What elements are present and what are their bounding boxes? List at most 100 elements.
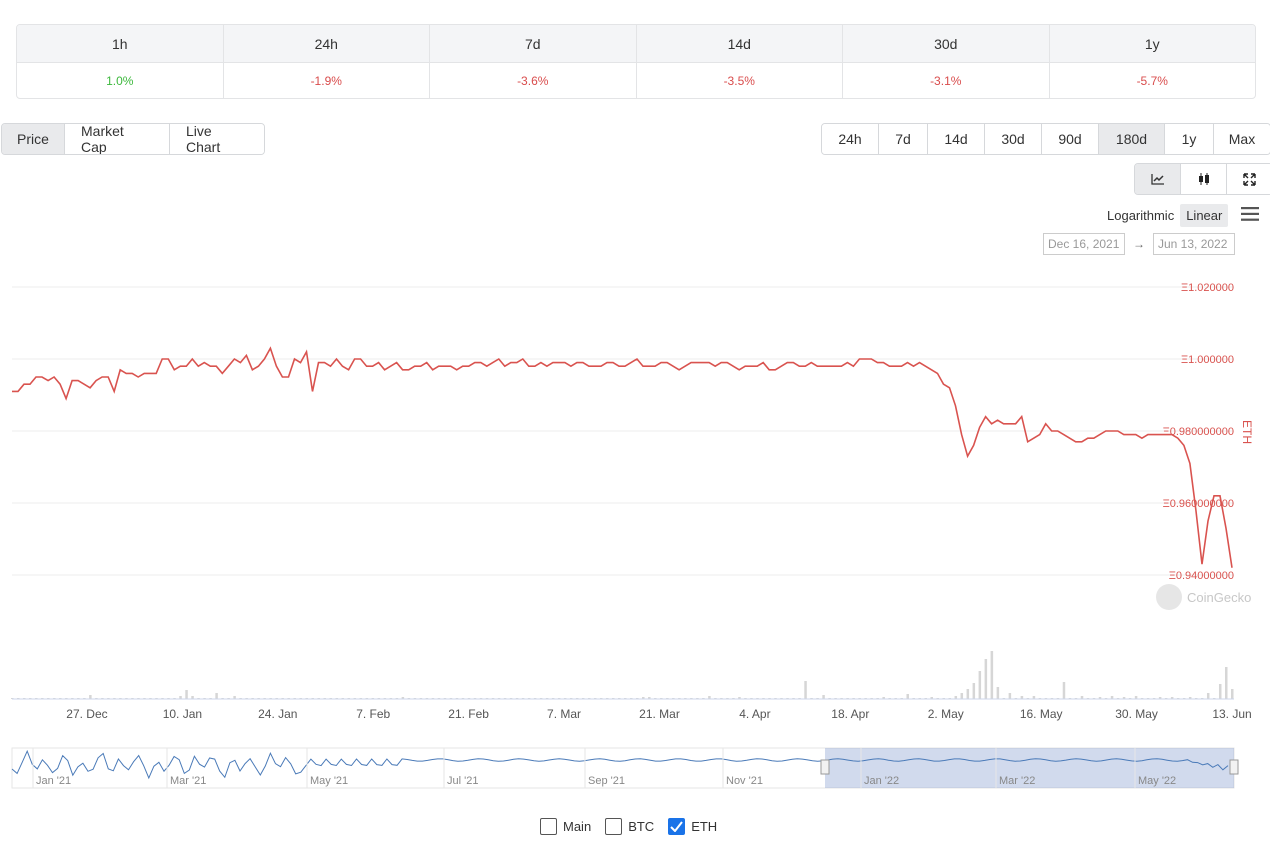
navigator-labels: Jan '21 Mar '21 May '21 Jul '21 Sep '21 Nov '… (32, 748, 1176, 788)
y-tick-label: Ξ1.020000 (1181, 282, 1234, 294)
volume-bar (990, 651, 994, 699)
navigator-label: Jan '22 (864, 775, 899, 787)
date-to-input[interactable]: Jun 13, 2022 (1153, 233, 1235, 255)
volume-bar (960, 693, 964, 699)
x-tick-label: 24. Jan (258, 707, 297, 721)
eth-checkbox[interactable] (668, 818, 686, 835)
volume-bar (1008, 693, 1012, 699)
fullscreen-button[interactable] (1227, 164, 1270, 194)
logarithmic-option[interactable]: Logarithmic (1107, 208, 1175, 223)
candlestick-icon (1198, 173, 1209, 185)
volume-bar (233, 696, 236, 699)
expand-icon (1243, 172, 1256, 186)
toggle-eth[interactable]: ETH (668, 818, 717, 835)
x-tick-label: 2. May (928, 707, 964, 721)
range-7d[interactable]: 7d (879, 124, 928, 154)
volume-bar (978, 671, 982, 699)
change-value-30d: -3.1% (843, 63, 1050, 98)
range-30d[interactable]: 30d (985, 124, 1042, 154)
scale-toggle: Logarithmic Linear (1101, 204, 1229, 227)
x-tick-label: 21. Mar (639, 707, 680, 721)
navigator-handle-right[interactable] (1229, 759, 1239, 775)
change-value-7d: -3.6% (430, 63, 637, 98)
volume-bar (1062, 682, 1066, 699)
volume-bar (642, 697, 645, 699)
eth-label: ETH (691, 819, 718, 834)
x-tick-label: 21. Feb (448, 707, 489, 721)
volume-bar (89, 695, 92, 699)
date-from-input[interactable]: Dec 16, 2021 (1043, 233, 1125, 255)
volume-bar (1032, 696, 1036, 699)
tab-market-cap[interactable]: Market Cap (65, 124, 170, 154)
linear-option[interactable]: Linear (1180, 204, 1229, 227)
watermark-text: CoinGecko (1187, 589, 1252, 605)
x-tick-label: 27. Dec (66, 707, 107, 721)
navigator-label: Mar '21 (170, 775, 206, 787)
volume-bar (882, 697, 885, 699)
main-checkbox[interactable] (540, 818, 557, 835)
range-24h[interactable]: 24h (822, 124, 879, 154)
volume-bar (1224, 667, 1228, 699)
change-value-1y: -5.7% (1136, 73, 1168, 88)
navigator-selection[interactable] (825, 748, 1234, 788)
navigator-handle-left[interactable] (820, 759, 830, 775)
volume-bar (822, 695, 825, 699)
range-180d[interactable]: 180d (1099, 124, 1165, 154)
check-icon (670, 821, 683, 832)
volume-bar (1188, 697, 1192, 699)
volume-bar (1122, 697, 1126, 699)
y-tick-label: Ξ0.980000000 (1163, 426, 1234, 438)
main-label: Main (563, 819, 592, 834)
navigator-label: Jan '21 (36, 775, 71, 787)
coingecko-watermark: CoinGecko (1156, 584, 1251, 610)
navigator[interactable]: Jan '21 Mar '21 May '21 Jul '21 Sep '21 Nov '… (11, 747, 1239, 789)
change-value-24h: -1.9% (224, 63, 430, 98)
price-chart: Ξ1.020000 Ξ1.000000 Ξ0.980000000 Ξ0.9600000… (11, 282, 1254, 789)
volume-bar (1218, 684, 1222, 699)
change-header-7d: 7d (430, 25, 637, 62)
x-tick-label: 10. Jan (163, 707, 202, 721)
change-header-1y: 1y (1144, 35, 1160, 52)
y-tick-label: Ξ0.960000000 (1163, 498, 1234, 510)
series-toggles: Main BTC ETH (540, 818, 731, 835)
x-tick-label: 13. Jun (1212, 707, 1251, 721)
range-1y[interactable]: 1y (1165, 124, 1214, 154)
range-max[interactable]: Max (1214, 124, 1270, 154)
range-tabs: 24h 7d 14d 30d 90d 180d 1y Max (821, 123, 1270, 155)
volume-bar (185, 690, 188, 699)
coingecko-logo-icon (1156, 584, 1182, 610)
toggle-main[interactable]: Main (540, 818, 591, 835)
volume-bar (906, 694, 909, 699)
navigator-label: Nov '21 (726, 775, 763, 787)
volume-bar (191, 696, 194, 699)
candlestick-button[interactable] (1181, 164, 1227, 194)
x-tick-label: 7. Mar (547, 707, 581, 721)
change-header-14d: 14d (637, 25, 843, 62)
chart-type-tabs (1134, 163, 1270, 195)
metric-tabs: Price Market Cap Live Chart (1, 123, 265, 155)
x-tick-label: 18. Apr (831, 707, 869, 721)
volume-bar (1110, 696, 1114, 699)
line-chart-button[interactable] (1135, 164, 1181, 194)
toggle-btc[interactable]: BTC (605, 818, 654, 835)
range-14d[interactable]: 14d (928, 124, 985, 154)
change-header-24h: 24h (224, 25, 430, 62)
volume-bar (804, 681, 807, 699)
line-chart-icon (1150, 174, 1164, 185)
navigator-background (11, 747, 1235, 789)
chart-menu-icon[interactable] (1241, 207, 1259, 221)
date-range-arrow: → (1133, 237, 1145, 251)
y-tick-label: Ξ1.000000 (1181, 354, 1234, 366)
range-90d[interactable]: 90d (1042, 124, 1099, 154)
x-tick-label: 7. Feb (356, 707, 390, 721)
volume-bar (179, 696, 182, 699)
volume-bar (1020, 696, 1024, 699)
change-table-values: 1.0% -1.9% -3.6% -3.5% -3.1% -5.7% (17, 63, 1255, 98)
volume-bar (1231, 689, 1234, 699)
volume-bar (996, 687, 1000, 699)
volume-bar (738, 697, 741, 699)
tab-live-chart[interactable]: Live Chart (170, 124, 264, 154)
volume-bar (708, 696, 711, 699)
btc-checkbox[interactable] (605, 818, 623, 835)
tab-price[interactable]: Price (2, 124, 65, 154)
